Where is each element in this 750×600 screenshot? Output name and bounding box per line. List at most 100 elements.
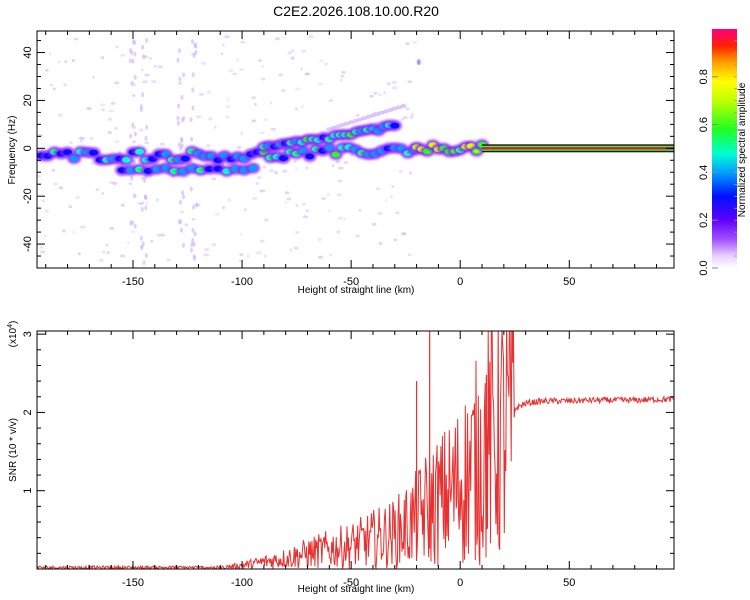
- y-tick-label: 3: [22, 331, 34, 337]
- spectrogram-speckle: [329, 253, 333, 257]
- spectrogram-blob-core: [474, 149, 480, 153]
- spectrogram-speckle: [295, 166, 298, 170]
- spectrogram-blob: [180, 155, 190, 162]
- spectrogram-column-blob: [191, 72, 195, 78]
- spectrogram-speckle: [343, 161, 349, 165]
- spectrogram-speckle: [90, 161, 95, 165]
- spectrogram-speckle: [319, 59, 324, 63]
- spectrogram-speckle: [73, 37, 79, 41]
- spectrogram-speckle: [128, 182, 133, 186]
- spectrogram-speckle: [328, 99, 334, 102]
- spectrogram-column-blob: [195, 202, 199, 208]
- spectrogram-speckle: [208, 117, 213, 121]
- spectrogram-blob: [324, 145, 334, 151]
- spectrogram-speckle: [48, 52, 52, 56]
- spectrogram-speckle: [262, 165, 267, 169]
- spectrogram-speckle: [196, 115, 202, 119]
- spectrogram-speckle: [395, 211, 400, 215]
- spectrogram-speckle: [244, 208, 247, 212]
- colorbar: 0.0 0.2 0.4 0.6 0.8 Normalized spectral ampl…: [698, 29, 748, 276]
- spectrogram-blob: [390, 122, 400, 129]
- spectrogram-axes: -150 -100 -50 0 50 -40 -20 0 20 40: [22, 31, 674, 288]
- spectrogram-column-blob: [129, 133, 132, 139]
- spectrogram-column-blob: [144, 135, 148, 141]
- spectrogram-speckle: [354, 234, 361, 238]
- colorbar-gradient: [712, 29, 737, 268]
- spectrogram-speckle: [398, 170, 403, 173]
- spectrogram-speckle: [308, 35, 314, 39]
- spectrogram-speckle: [224, 35, 230, 39]
- spectrogram-speckle: [338, 166, 344, 170]
- spectrogram-speckle: [109, 226, 115, 230]
- spectrogram-speckle: [336, 193, 342, 197]
- spectrogram-speckle: [86, 107, 92, 111]
- spectrogram-speckle: [317, 82, 324, 86]
- spectrogram-column-blob: [180, 138, 184, 144]
- spectrogram-y-axis-label: Frequency (Hz): [7, 116, 18, 185]
- y-tick-label: 2: [22, 409, 34, 415]
- spectrogram-speckle: [277, 73, 284, 77]
- spectrogram-speckle: [293, 159, 297, 163]
- spectrogram-tail: [400, 103, 407, 108]
- spectrogram-speckle: [110, 101, 116, 105]
- spectrogram-speckle: [151, 80, 157, 84]
- spectrogram-speckle: [350, 154, 353, 157]
- spectrogram-speckle: [305, 166, 309, 170]
- spectrogram-speckle: [246, 254, 250, 258]
- spectrogram-speckle: [203, 248, 210, 252]
- spectrogram-column-blob: [191, 105, 195, 111]
- spectrogram-column-blob: [131, 58, 135, 64]
- spectrogram-column-blob: [181, 190, 185, 196]
- spectrogram-data: [37, 35, 674, 266]
- spectrogram-speckle: [409, 115, 414, 119]
- spectrogram-speckle: [45, 68, 49, 72]
- spectrogram-column-blob: [130, 80, 134, 86]
- colorbar-tick-label: 0.0: [698, 260, 710, 275]
- spectrogram-column-blob: [176, 120, 180, 126]
- snr-x-axis-label: Height of straight line (km): [298, 584, 415, 595]
- spectrogram-speckle: [405, 42, 410, 46]
- spectrogram-speckle: [402, 116, 408, 120]
- spectrogram-speckle: [141, 68, 144, 72]
- spectrogram-speckle: [251, 96, 256, 100]
- spectrogram-speckle: [356, 113, 360, 117]
- spectrogram-speckle: [148, 57, 153, 60]
- spectrogram-column-blob: [182, 194, 185, 200]
- y-tick-label: -20: [22, 188, 34, 204]
- spectrogram-column-blob: [190, 136, 194, 142]
- spectrogram-speckle: [373, 91, 378, 95]
- spectrogram-speckle: [108, 109, 114, 113]
- spectrogram-frame: [36, 30, 675, 269]
- spectrogram-speckle: [228, 69, 234, 73]
- colorbar-tick-label: 0.8: [698, 69, 710, 84]
- spectrogram-speckle: [411, 40, 418, 44]
- spectrogram-speckle: [259, 239, 265, 243]
- spectrogram-blob: [279, 155, 288, 162]
- spectrogram-speckle: [41, 199, 46, 203]
- spectrogram-speckle: [155, 198, 159, 202]
- spectrogram-speckle: [327, 209, 331, 213]
- spectrogram-speckle: [156, 233, 162, 237]
- spectrogram-speckle: [184, 223, 188, 227]
- spectrogram-speckle: [79, 225, 86, 229]
- spectrogram-speckle: [301, 49, 307, 53]
- spectrogram-column-blob: [133, 74, 137, 80]
- spectrogram-speckle: [40, 250, 46, 254]
- spectrogram-speckle: [270, 101, 273, 105]
- spectrogram-blob-core: [123, 158, 129, 162]
- spectrogram-speckle: [107, 117, 112, 121]
- spectrogram-column-blob: [194, 49, 198, 55]
- spectrogram-speckle: [257, 176, 262, 180]
- spectrogram-column-blob: [182, 72, 186, 78]
- spectrogram-speckle: [284, 200, 288, 204]
- spectrogram-column-blob: [193, 43, 197, 49]
- spectrogram-speckle: [268, 169, 275, 173]
- spectrogram-speckle: [78, 136, 84, 140]
- spectrogram-speckle: [191, 217, 196, 221]
- spectrogram-speckle: [274, 37, 280, 41]
- spectrogram-speckle: [321, 197, 326, 201]
- spectrogram-column-blob: [189, 117, 193, 123]
- x-tick-label: -50: [343, 577, 359, 589]
- x-tick-label: 0: [457, 577, 463, 589]
